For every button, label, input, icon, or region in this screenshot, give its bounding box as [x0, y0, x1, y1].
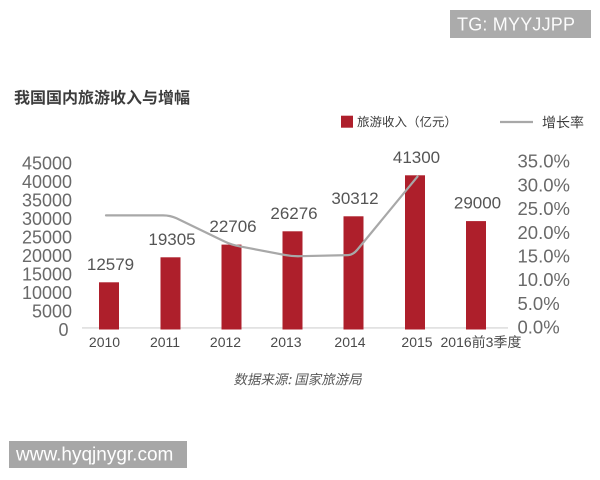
- svg-text:20000: 20000: [22, 246, 72, 266]
- svg-text:2011: 2011: [150, 334, 180, 350]
- svg-text:20.0%: 20.0%: [518, 222, 570, 243]
- svg-text:30000: 30000: [22, 209, 72, 229]
- svg-text:35000: 35000: [22, 190, 72, 210]
- svg-text:12579: 12579: [87, 255, 134, 274]
- svg-text:45000: 45000: [22, 153, 72, 173]
- svg-text:22706: 22706: [209, 217, 256, 236]
- svg-text:26276: 26276: [270, 204, 317, 223]
- svg-text:0.0%: 0.0%: [518, 317, 560, 338]
- svg-text:41300: 41300: [393, 148, 440, 167]
- svg-text:2016: 2016: [441, 334, 472, 350]
- svg-text:10.0%: 10.0%: [518, 269, 570, 290]
- svg-text:5.0%: 5.0%: [518, 293, 560, 314]
- svg-text:25.0%: 25.0%: [518, 198, 570, 219]
- svg-text:25000: 25000: [22, 228, 72, 248]
- svg-text:30312: 30312: [331, 189, 378, 208]
- svg-text:15.0%: 15.0%: [518, 246, 570, 267]
- svg-text:5000: 5000: [32, 302, 72, 322]
- svg-text:2013: 2013: [270, 334, 301, 350]
- svg-text:10000: 10000: [22, 283, 72, 303]
- svg-text:29000: 29000: [454, 194, 501, 213]
- svg-text:3: 3: [486, 334, 494, 350]
- svg-text:www.hyqjnygr.com: www.hyqjnygr.com: [15, 445, 173, 466]
- svg-text:2014: 2014: [334, 334, 365, 350]
- svg-text:2010: 2010: [89, 334, 120, 350]
- svg-text:40000: 40000: [22, 172, 72, 192]
- svg-text:2012: 2012: [210, 334, 241, 350]
- svg-text:2015: 2015: [401, 334, 432, 350]
- svg-text:TG: MYYJJPP: TG: MYYJJPP: [457, 15, 575, 35]
- svg-text:15000: 15000: [22, 265, 72, 285]
- svg-text:30.0%: 30.0%: [518, 174, 570, 195]
- svg-text:0: 0: [58, 320, 68, 340]
- svg-text:35.0%: 35.0%: [518, 151, 570, 172]
- svg-text:19305: 19305: [148, 230, 195, 249]
